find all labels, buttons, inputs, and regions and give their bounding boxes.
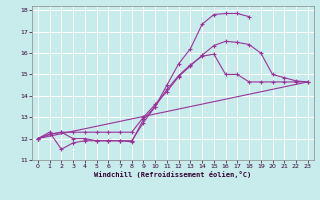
X-axis label: Windchill (Refroidissement éolien,°C): Windchill (Refroidissement éolien,°C) — [94, 171, 252, 178]
